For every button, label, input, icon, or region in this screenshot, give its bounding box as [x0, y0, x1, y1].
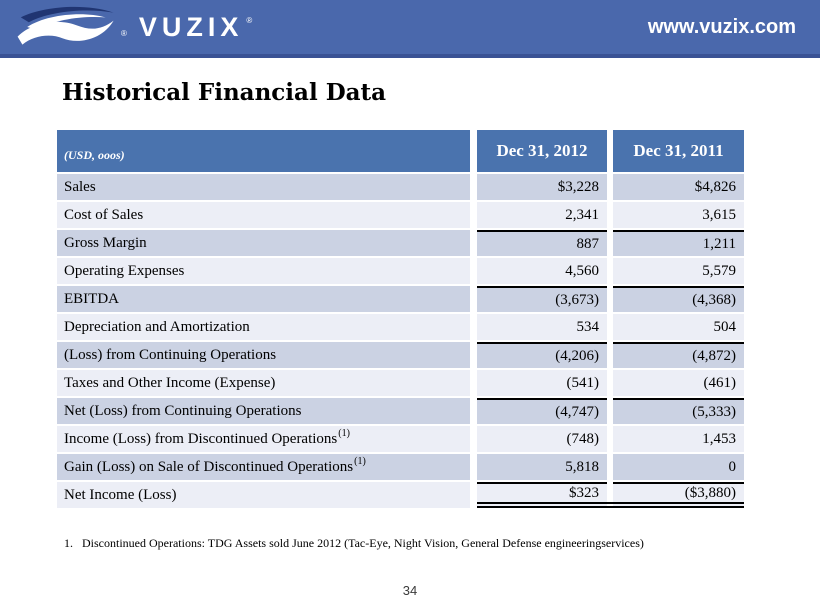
value-2012: 4,560 [477, 258, 607, 284]
value-2011: 0 [613, 454, 744, 480]
value-2011: (5,333) [613, 398, 744, 424]
value-2012: (3,673) [477, 286, 607, 312]
row-label: Operating Expenses [57, 258, 470, 284]
value-2012: $3,228 [477, 174, 607, 200]
row-label: Net (Loss) from Continuing Operations [57, 398, 470, 424]
table-row: Cost of Sales 2,341 3,615 [57, 202, 744, 228]
top-header-bar: ® VUZIX ® www.vuzix.com [0, 0, 820, 58]
value-2011: (4,368) [613, 286, 744, 312]
table-row: Income (Loss) from Discontinued Operatio… [57, 426, 744, 452]
row-label: EBITDA [57, 286, 470, 312]
table-row: Sales $3,228 $4,826 [57, 174, 744, 200]
value-2012: (748) [477, 426, 607, 452]
footnote-ref: (1) [354, 456, 366, 467]
column-gap [470, 130, 477, 172]
value-2011: 1,211 [613, 230, 744, 256]
column-header-2012: Dec 31, 2012 [477, 130, 607, 172]
table-row: Net Income (Loss) $323 ($3,880) [57, 482, 744, 508]
row-label: Taxes and Other Income (Expense) [57, 370, 470, 396]
value-2011: 1,453 [613, 426, 744, 452]
value-2011: (461) [613, 370, 744, 396]
table-row: Gross Margin 887 1,211 [57, 230, 744, 256]
table-row: Net (Loss) from Continuing Operations (4… [57, 398, 744, 424]
registered-mark: ® [246, 15, 253, 25]
website-url: www.vuzix.com [647, 15, 796, 38]
table-row: Operating Expenses 4,560 5,579 [57, 258, 744, 284]
value-2012: (4,747) [477, 398, 607, 424]
row-label: Gross Margin [57, 230, 470, 256]
table-row: (Loss) from Continuing Operations (4,206… [57, 342, 744, 368]
footnote-ref: (1) [338, 428, 350, 439]
value-2012: 534 [477, 314, 607, 340]
row-label: Cost of Sales [57, 202, 470, 228]
value-2012: 887 [477, 230, 607, 256]
brand-wordmark: VUZIX [138, 11, 244, 42]
value-2012: (4,206) [477, 342, 607, 368]
page-title: Historical Financial Data [62, 79, 387, 106]
unit-label: (USD, ooos) [57, 130, 470, 172]
table-header-row: (USD, ooos) Dec 31, 2012 Dec 31, 2011 [57, 130, 744, 172]
column-gap [607, 130, 613, 172]
registered-mark: ® [121, 28, 127, 38]
financial-table: (USD, ooos) Dec 31, 2012 Dec 31, 2011 Sa… [57, 130, 744, 508]
table-row: Gain (Loss) on Sale of Discontinued Oper… [57, 454, 744, 480]
value-2011: 5,579 [613, 258, 744, 284]
row-label: Net Income (Loss) [57, 482, 470, 508]
value-2012: $323 [477, 482, 607, 508]
footnote: 1. Discontinued Operations: TDG Assets so… [64, 536, 644, 551]
value-2012: (541) [477, 370, 607, 396]
table-row: Depreciation and Amortization 534 504 [57, 314, 744, 340]
table-row: Taxes and Other Income (Expense) (541) (… [57, 370, 744, 396]
value-2011: $4,826 [613, 174, 744, 200]
row-label: Depreciation and Amortization [57, 314, 470, 340]
footnote-text: Discontinued Operations: TDG Assets sold… [82, 536, 644, 550]
footnote-number: 1. [64, 536, 73, 550]
vuzix-swoosh-icon [17, 6, 114, 45]
row-label: Income (Loss) from Discontinued Operatio… [57, 426, 470, 452]
value-2011: ($3,880) [613, 482, 744, 508]
page-number: 34 [402, 583, 418, 598]
row-label: Gain (Loss) on Sale of Discontinued Oper… [57, 454, 470, 480]
value-2011: 3,615 [613, 202, 744, 228]
value-2012: 5,818 [477, 454, 607, 480]
vuzix-logo: ® VUZIX ® [16, 6, 252, 48]
value-2012: 2,341 [477, 202, 607, 228]
row-label: (Loss) from Continuing Operations [57, 342, 470, 368]
table-row: EBITDA (3,673) (4,368) [57, 286, 744, 312]
value-2011: (4,872) [613, 342, 744, 368]
row-label: Sales [57, 174, 470, 200]
column-header-2011: Dec 31, 2011 [613, 130, 744, 172]
value-2011: 504 [613, 314, 744, 340]
